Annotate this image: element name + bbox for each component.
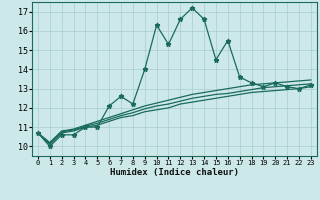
X-axis label: Humidex (Indice chaleur): Humidex (Indice chaleur) <box>110 168 239 177</box>
